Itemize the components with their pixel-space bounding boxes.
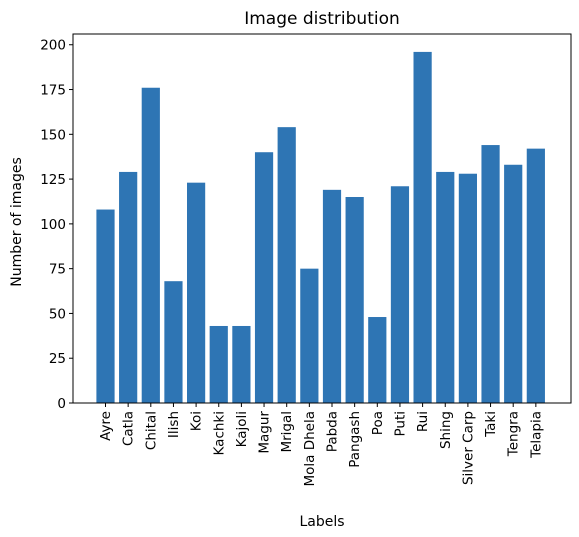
y-axis: 0 25 50 75 100 125 150 175 200 bbox=[40, 38, 73, 412]
bars-group bbox=[96, 51, 545, 404]
x-tick-label: Ilish bbox=[166, 411, 182, 438]
x-tick-label: Kajoli bbox=[234, 411, 250, 447]
x-tick-label: Shing bbox=[438, 411, 454, 449]
y-tick-label: 0 bbox=[57, 396, 66, 412]
bar-chital bbox=[141, 87, 160, 404]
y-tick-label: 75 bbox=[49, 262, 66, 278]
x-tick-label: Telapia bbox=[528, 411, 544, 459]
bar-taki bbox=[481, 145, 500, 403]
x-tick-label: Tengra bbox=[506, 411, 522, 457]
y-tick-label: 200 bbox=[40, 38, 66, 54]
x-tick-label: Koi bbox=[189, 411, 205, 431]
y-tick-label: 150 bbox=[40, 127, 66, 143]
y-tick-label: 50 bbox=[49, 306, 66, 322]
y-tick-label: 125 bbox=[40, 172, 66, 188]
x-axis-label: Labels bbox=[299, 514, 344, 530]
bar-telapia bbox=[526, 148, 545, 403]
x-axis: Ayre Catla Chital Ilish Koi Kachki Kajoli Magur… bbox=[98, 403, 544, 487]
x-tick-label: Poa bbox=[370, 411, 386, 435]
plot-frame bbox=[72, 33, 572, 404]
bar-ilish bbox=[164, 281, 183, 403]
x-tick-label: Catla bbox=[121, 411, 137, 446]
bar-mrigal bbox=[277, 127, 296, 404]
x-tick-label: Taki bbox=[483, 411, 499, 438]
bar-poa bbox=[368, 317, 387, 403]
bar-silver-carp bbox=[458, 173, 477, 403]
bar-puti bbox=[390, 186, 410, 403]
bar-ayre bbox=[96, 209, 115, 403]
y-tick-label: 175 bbox=[40, 83, 66, 99]
bar-pangash bbox=[345, 197, 364, 403]
x-tick-label: Rui bbox=[415, 411, 431, 432]
y-tick-label: 25 bbox=[49, 351, 66, 367]
bar-kachki bbox=[209, 325, 228, 403]
x-tick-label: Pangash bbox=[347, 411, 363, 468]
bar-mola-dhela bbox=[300, 268, 319, 403]
bar-magur bbox=[254, 152, 274, 403]
y-axis-label: Number of images bbox=[9, 157, 25, 287]
bar-catla bbox=[119, 171, 138, 403]
y-tick-label: 100 bbox=[40, 217, 66, 233]
x-tick-label: Pabda bbox=[325, 411, 341, 452]
x-tick-label: Kachki bbox=[211, 411, 227, 455]
x-tick-label: Ayre bbox=[98, 411, 114, 441]
bar-tengra bbox=[504, 164, 523, 403]
x-tick-label: Mrigal bbox=[279, 411, 295, 453]
bar-pabda bbox=[322, 189, 342, 403]
bar-koi bbox=[187, 182, 206, 403]
bar-kajoli bbox=[232, 325, 251, 403]
x-tick-label: Mola Dhela bbox=[302, 411, 318, 487]
x-tick-label: Silver Carp bbox=[460, 411, 476, 485]
chart-title: Image distribution bbox=[244, 9, 400, 29]
bar-rui bbox=[413, 51, 432, 403]
x-tick-label: Magur bbox=[257, 411, 273, 454]
bar-shing bbox=[436, 171, 455, 403]
x-tick-label: Chital bbox=[143, 411, 159, 450]
x-tick-label: Puti bbox=[392, 411, 408, 437]
